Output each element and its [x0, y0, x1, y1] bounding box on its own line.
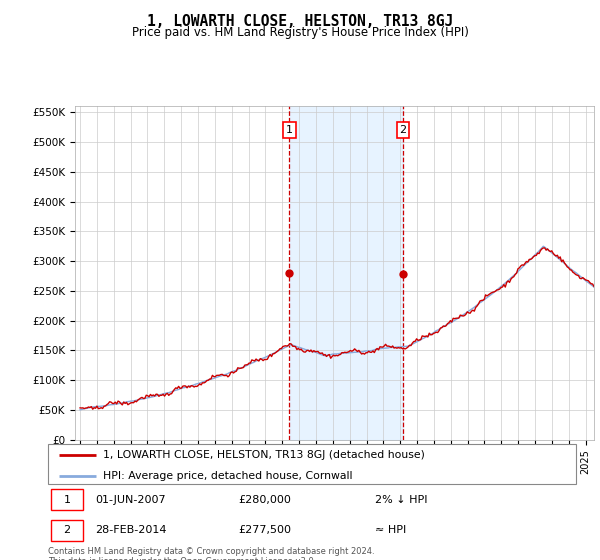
FancyBboxPatch shape	[48, 444, 576, 484]
Text: 28-FEB-2014: 28-FEB-2014	[95, 525, 167, 535]
FancyBboxPatch shape	[50, 489, 83, 510]
Text: 1, LOWARTH CLOSE, HELSTON, TR13 8GJ: 1, LOWARTH CLOSE, HELSTON, TR13 8GJ	[147, 14, 453, 29]
Text: 2: 2	[64, 525, 71, 535]
Text: 1, LOWARTH CLOSE, HELSTON, TR13 8GJ (detached house): 1, LOWARTH CLOSE, HELSTON, TR13 8GJ (det…	[103, 450, 425, 460]
Text: 1: 1	[64, 494, 71, 505]
Text: HPI: Average price, detached house, Cornwall: HPI: Average price, detached house, Corn…	[103, 470, 353, 480]
Text: 01-JUN-2007: 01-JUN-2007	[95, 494, 166, 505]
Text: 2: 2	[400, 125, 407, 135]
Text: 1: 1	[286, 125, 293, 135]
FancyBboxPatch shape	[50, 520, 83, 541]
Text: Contains HM Land Registry data © Crown copyright and database right 2024.
This d: Contains HM Land Registry data © Crown c…	[48, 547, 374, 560]
Text: Price paid vs. HM Land Registry's House Price Index (HPI): Price paid vs. HM Land Registry's House …	[131, 26, 469, 39]
Text: £280,000: £280,000	[238, 494, 291, 505]
Text: £277,500: £277,500	[238, 525, 291, 535]
Text: 2% ↓ HPI: 2% ↓ HPI	[376, 494, 428, 505]
Text: ≈ HPI: ≈ HPI	[376, 525, 407, 535]
